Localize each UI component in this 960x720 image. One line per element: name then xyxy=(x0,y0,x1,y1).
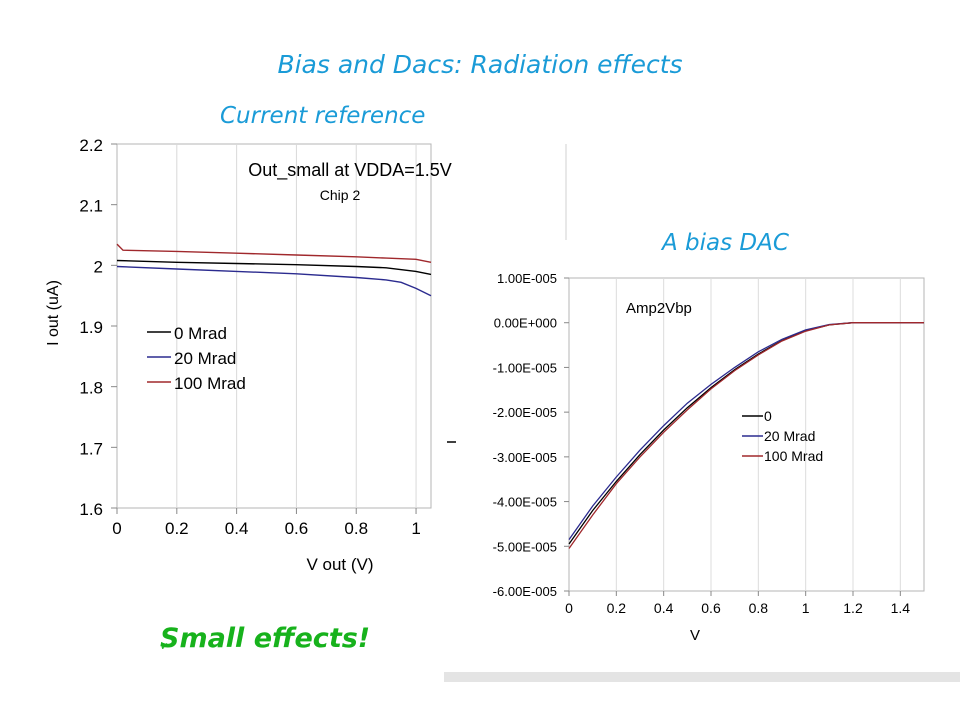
legend-label: 0 xyxy=(764,408,772,424)
x-tick-label: 0.4 xyxy=(225,519,249,538)
conclusion-text: Small effects! xyxy=(160,623,371,654)
legend-label: 20 Mrad xyxy=(764,428,815,444)
y-tick-label: -3.00E-005 xyxy=(493,450,557,465)
legend-label: 20 Mrad xyxy=(174,349,236,368)
series-line-0-mrad xyxy=(116,259,432,276)
x-tick-label: 0.8 xyxy=(344,519,368,538)
series-line-100-mrad xyxy=(568,322,924,549)
x-axis-title: V xyxy=(690,627,700,644)
x-axis-title: V out (V) xyxy=(306,555,373,574)
bias-dac-subtitle: A bias DAC xyxy=(662,230,789,256)
series-line-100-mrad xyxy=(116,243,432,263)
y-tick-label: 1.7 xyxy=(79,439,103,458)
chart1-subtitle: Chip 2 xyxy=(320,187,361,203)
y-axis-title: I out (uA) xyxy=(45,280,62,346)
series-line-20-mrad xyxy=(116,265,432,297)
x-tick-label: 1.4 xyxy=(891,600,911,616)
footer-bar xyxy=(444,672,960,682)
chart2-title: Amp2Vbp xyxy=(626,300,692,317)
y-tick-label: 1.00E-005 xyxy=(497,271,557,286)
checkmark-icon: ✓ xyxy=(160,641,170,653)
current-reference-subtitle: Current reference xyxy=(220,103,426,129)
y-tick-label: -5.00E-005 xyxy=(493,539,557,554)
legend-label: 0 Mrad xyxy=(174,324,227,343)
plot-area-1 xyxy=(116,143,432,509)
y-tick-label: -1.00E-005 xyxy=(493,360,557,375)
y-tick-label: 1.9 xyxy=(79,318,103,337)
x-tick-label: 0.2 xyxy=(165,519,189,538)
x-tick-label: 0 xyxy=(565,600,573,616)
y-tick-label: -6.00E-005 xyxy=(493,584,557,599)
x-tick-label: 0.2 xyxy=(607,600,627,616)
x-tick-label: 0 xyxy=(112,519,121,538)
x-tick-label: 0.6 xyxy=(285,519,309,538)
legend-label: 100 Mrad xyxy=(764,448,823,464)
x-tick-label: 1.2 xyxy=(843,600,863,616)
y-tick-label: 1.6 xyxy=(79,500,103,519)
y-tick-label: -2.00E-005 xyxy=(493,405,557,420)
x-tick-label: 0.8 xyxy=(749,600,769,616)
chart1-title: Out_small at VDDA=1.5V xyxy=(248,160,452,181)
x-tick-label: 0.6 xyxy=(701,600,721,616)
x-tick-label: 0.4 xyxy=(654,600,674,616)
y-tick-label: 2.1 xyxy=(79,197,103,216)
x-tick-label: 1 xyxy=(802,600,810,616)
legend-label: 100 Mrad xyxy=(174,374,246,393)
y-tick-label: -4.00E-005 xyxy=(493,495,557,510)
slide-title: Bias and Dacs: Radiation effects xyxy=(277,50,683,79)
y-tick-label: 1.8 xyxy=(79,379,103,398)
y-tick-label: 0.00E+000 xyxy=(494,316,557,331)
y-tick-label: 2 xyxy=(94,257,103,276)
plot-area-2 xyxy=(568,277,925,592)
x-tick-label: 1 xyxy=(411,519,420,538)
y-tick-label: 2.2 xyxy=(79,136,103,155)
